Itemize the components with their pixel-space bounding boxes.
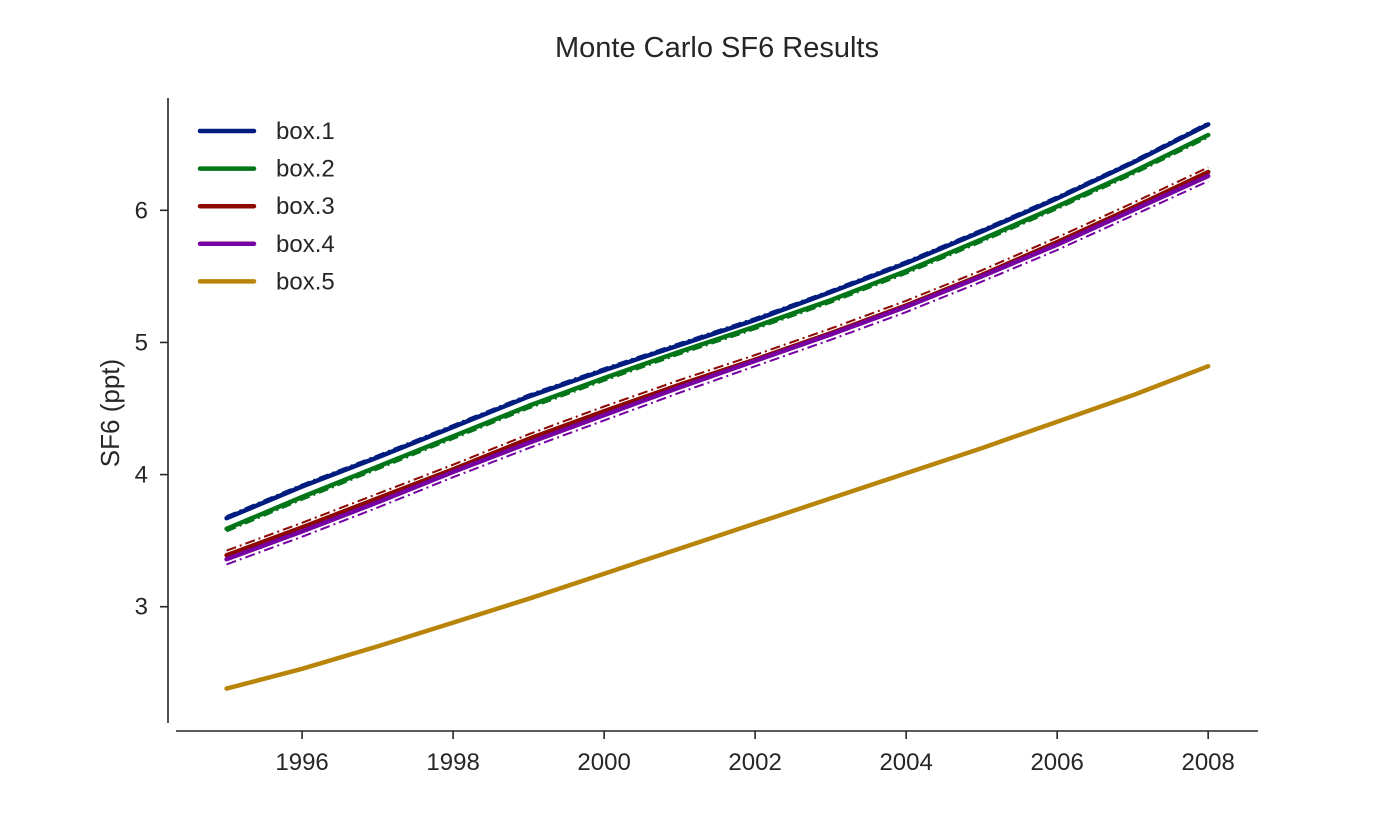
legend-label: box.5 [276, 268, 335, 295]
legend-label: box.4 [276, 231, 335, 258]
y-tick-label: 6 [135, 197, 148, 224]
mc-run-line [226, 180, 1209, 566]
y-tick-label: 3 [135, 594, 148, 621]
x-tick-label: 2000 [577, 749, 630, 776]
y-tick-label: 5 [135, 329, 148, 356]
series-line [224, 132, 1211, 532]
series-box-2 [224, 132, 1211, 533]
legend-item: box.2 [197, 156, 335, 183]
legend-label: box.1 [276, 118, 335, 145]
series-box-5 [224, 363, 1211, 691]
x-tick-label: 1998 [426, 749, 479, 776]
series-box-4 [224, 173, 1211, 566]
series-box-3 [224, 166, 1211, 558]
legend-label: box.2 [276, 156, 335, 183]
series-line [224, 122, 1211, 521]
x-tick-label: 2006 [1030, 749, 1083, 776]
series-box-1 [224, 121, 1211, 521]
series-line [224, 363, 1211, 691]
series-layer [224, 121, 1211, 691]
x-tick-label: 2004 [879, 749, 932, 776]
legend-item: box.1 [197, 118, 335, 145]
x-tick-label: 1996 [275, 749, 328, 776]
y-tick-label: 4 [135, 462, 148, 489]
series-line [224, 169, 1211, 558]
mc-run-line [226, 166, 1209, 552]
y-axis-label: SF6 (ppt) [95, 359, 125, 467]
legend-label: box.3 [276, 193, 335, 220]
chart-title: Monte Carlo SF6 Results [555, 32, 879, 64]
legend-item: box.3 [197, 193, 335, 220]
x-tick-label: 2008 [1181, 749, 1234, 776]
series-line [224, 173, 1211, 562]
x-tick-label: 2002 [728, 749, 781, 776]
legend-item: box.4 [197, 231, 335, 258]
legend-item: box.5 [197, 268, 335, 295]
axes: 1996 1998 2000 2002 2004 2006 2008 3 4 5 6 [135, 98, 1258, 776]
legend: box.1 box.2 box.3 box.4 box.5 [197, 118, 335, 295]
mc-run-line [226, 136, 1209, 533]
